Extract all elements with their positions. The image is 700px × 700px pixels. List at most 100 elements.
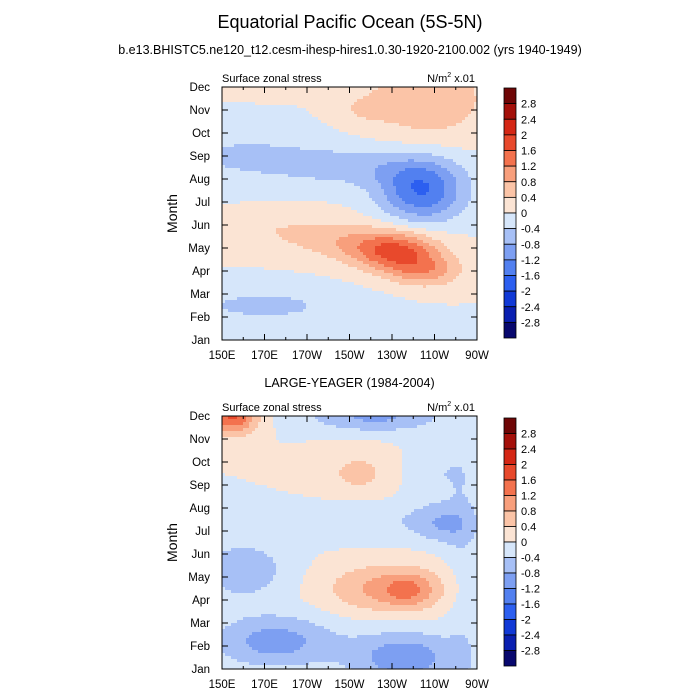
contour-cell	[366, 162, 370, 166]
contour-cell	[228, 120, 232, 124]
contour-cell	[384, 99, 388, 103]
contour-cell	[237, 150, 241, 154]
contour-cell	[285, 324, 289, 328]
contour-cell	[252, 291, 256, 295]
contour-cell	[321, 186, 325, 190]
contour-cell	[276, 156, 280, 160]
contour-cell	[303, 303, 307, 307]
contour-cell	[246, 162, 250, 166]
contour-cell	[276, 321, 280, 325]
contour-cell	[246, 141, 250, 145]
contour-cell	[252, 225, 256, 229]
contour-cell	[222, 117, 226, 121]
contour-cell	[222, 297, 226, 301]
contour-cell	[279, 90, 283, 94]
contour-cell	[276, 285, 280, 289]
contour-cell	[234, 204, 238, 208]
contour-cell	[360, 126, 364, 130]
contour-cell	[249, 90, 253, 94]
contour-cell	[369, 171, 373, 175]
contour-cell	[249, 171, 253, 175]
contour-cell	[282, 336, 286, 340]
contour-cell	[315, 216, 319, 220]
contour-cell	[327, 198, 331, 202]
contour-cell	[387, 204, 391, 208]
contour-cell	[315, 246, 319, 250]
contour-cell	[315, 105, 319, 109]
contour-cell	[276, 168, 280, 172]
contour-cell	[366, 156, 370, 160]
contour-cell	[369, 312, 373, 316]
contour-cell	[294, 168, 298, 172]
contour-cell	[276, 324, 280, 328]
contour-cell	[351, 96, 355, 100]
contour-cell	[339, 141, 343, 145]
contour-cell	[222, 150, 226, 154]
contour-cell	[360, 201, 364, 205]
contour-cell	[264, 162, 268, 166]
contour-cell	[327, 240, 331, 244]
contour-cell	[273, 318, 277, 322]
contour-cell	[237, 309, 241, 313]
contour-cell	[231, 156, 235, 160]
contour-cell	[285, 231, 289, 235]
contour-cell	[273, 186, 277, 190]
contour-cell	[246, 300, 250, 304]
contour-cell	[255, 261, 259, 265]
contour-cell	[354, 237, 358, 241]
contour-cell	[234, 240, 238, 244]
contour-cell	[243, 195, 247, 199]
contour-cell	[390, 324, 394, 328]
contour-cell	[351, 135, 355, 139]
contour-cell	[225, 303, 229, 307]
contour-cell	[258, 150, 262, 154]
contour-cell	[396, 99, 400, 103]
contour-cell	[363, 216, 367, 220]
contour-cell	[225, 114, 229, 118]
contour-cell	[375, 303, 379, 307]
contour-cell	[297, 177, 301, 181]
contour-cell	[309, 183, 313, 187]
contour-cell	[243, 198, 247, 202]
contour-cell	[366, 318, 370, 322]
contour-cell	[327, 162, 331, 166]
contour-cell	[225, 273, 229, 277]
contour-cell	[354, 270, 358, 274]
contour-cell	[372, 123, 376, 127]
contour-cell	[243, 228, 247, 232]
contour-cell	[375, 156, 379, 160]
contour-cell	[324, 255, 328, 259]
contour-cell	[360, 207, 364, 211]
contour-cell	[288, 147, 292, 151]
contour-cell	[294, 333, 298, 337]
contour-cell	[279, 327, 283, 331]
contour-cell	[246, 231, 250, 235]
contour-cell	[342, 114, 346, 118]
contour-cell	[363, 159, 367, 163]
contour-cell	[285, 156, 289, 160]
contour-cell	[363, 129, 367, 133]
contour-cell	[333, 306, 337, 310]
contour-cell	[330, 219, 334, 223]
contour-cell	[249, 177, 253, 181]
contour-cell	[354, 258, 358, 262]
contour-cell	[345, 210, 349, 214]
contour-cell	[300, 285, 304, 289]
contour-cell	[231, 195, 235, 199]
contour-cell	[354, 213, 358, 217]
contour-cell	[228, 249, 232, 253]
contour-cell	[327, 273, 331, 277]
contour-cell	[390, 216, 394, 220]
contour-cell	[366, 219, 370, 223]
contour-cell	[339, 126, 343, 130]
contour-cell	[300, 201, 304, 205]
contour-cell	[396, 195, 400, 199]
contour-cell	[273, 117, 277, 121]
contour-cell	[255, 183, 259, 187]
contour-cell	[249, 201, 253, 205]
contour-cell	[237, 120, 241, 124]
contour-cell	[345, 105, 349, 109]
contour-cell	[354, 189, 358, 193]
contour-cell	[375, 321, 379, 325]
contour-cell	[393, 198, 397, 202]
